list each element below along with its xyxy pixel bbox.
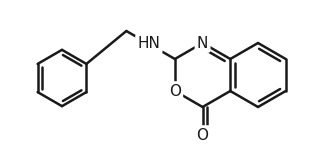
Text: N: N: [197, 36, 208, 51]
Text: O: O: [197, 128, 209, 142]
Text: O: O: [169, 84, 181, 99]
Text: HN: HN: [137, 36, 160, 51]
